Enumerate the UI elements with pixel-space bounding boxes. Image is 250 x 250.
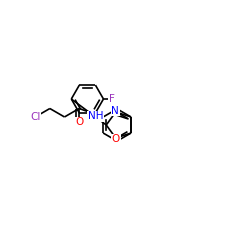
Text: N: N <box>111 106 119 116</box>
Text: Cl: Cl <box>30 112 40 122</box>
Text: NH: NH <box>88 112 103 122</box>
Text: O: O <box>112 134 120 144</box>
Text: F: F <box>110 94 115 104</box>
Text: O: O <box>75 118 83 128</box>
